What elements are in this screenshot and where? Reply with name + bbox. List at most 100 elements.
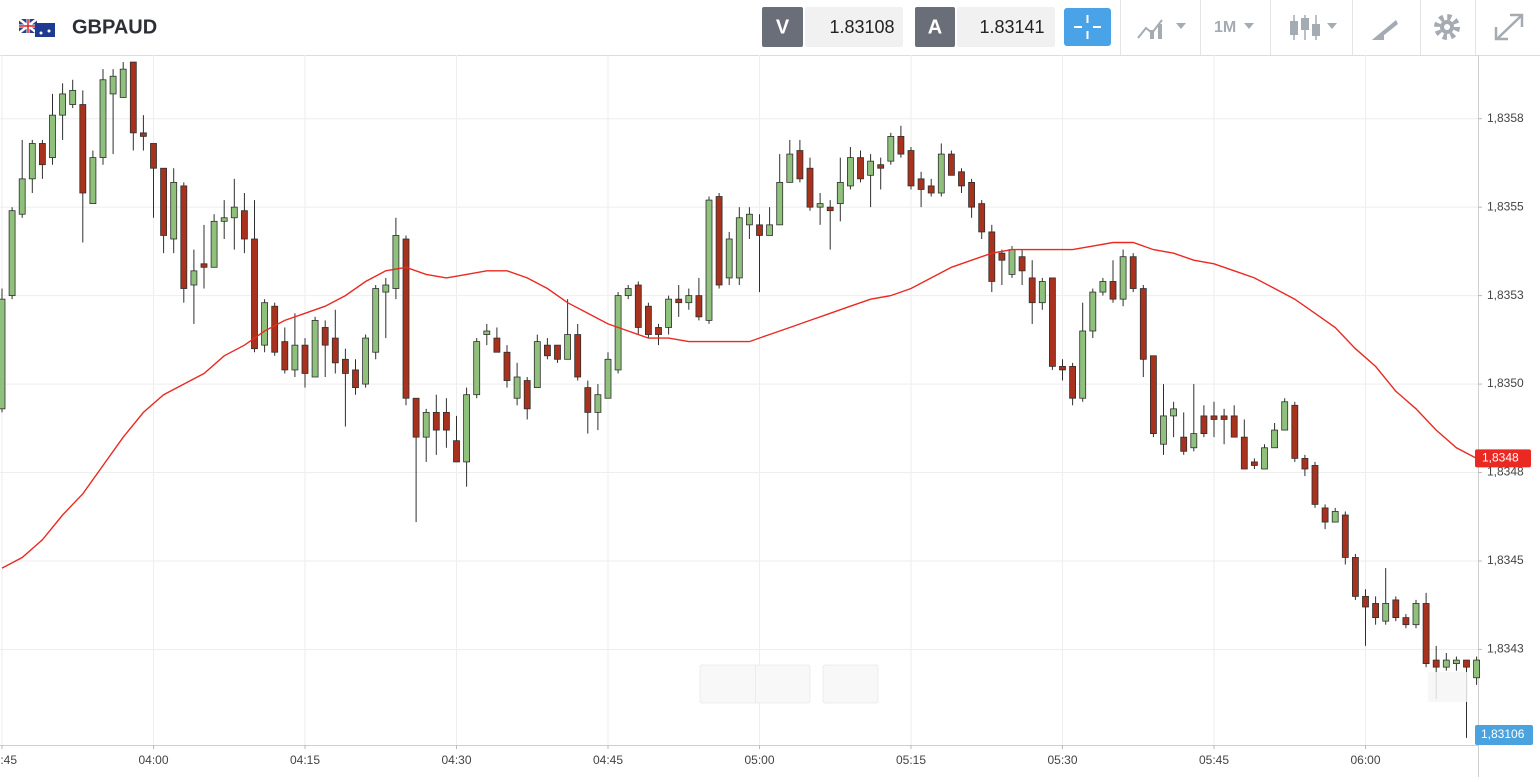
candle-body [240, 210, 248, 240]
y-tick-label: 1,8353 [1487, 288, 1524, 302]
candle-body [1240, 436, 1248, 470]
settings-button[interactable] [1434, 14, 1460, 40]
candle-body [867, 160, 874, 176]
candle-body [1230, 415, 1238, 438]
zoom-controls[interactable] [699, 664, 879, 704]
candle-body [1049, 277, 1056, 367]
candle-body [301, 344, 309, 374]
candle-body [129, 61, 137, 134]
y-tick-label: 1,8348 [1487, 465, 1524, 479]
candle-body [725, 238, 733, 279]
candle-body [624, 288, 632, 297]
x-tick-label: 04:45 [593, 753, 623, 767]
candle-body [49, 114, 56, 159]
candle-body [1170, 408, 1177, 417]
candle-body [1402, 617, 1410, 626]
chart-type-button[interactable] [1137, 19, 1186, 39]
timeframe-button[interactable]: 1M [1214, 19, 1254, 36]
draw-button[interactable] [1372, 20, 1398, 40]
candle-body [978, 203, 986, 233]
candle-body [18, 178, 26, 215]
candle-body [1059, 365, 1066, 371]
crosshair-button[interactable] [1064, 8, 1111, 46]
candle-body [897, 135, 905, 155]
candle-body [988, 231, 996, 282]
candle-body [907, 150, 915, 187]
candle-style-button[interactable] [1290, 15, 1337, 40]
candle-body [634, 284, 642, 328]
candle-body [170, 181, 178, 240]
candle-body [281, 341, 289, 371]
candle-body [1412, 603, 1420, 626]
candle-body [1442, 659, 1450, 668]
candle-body [1190, 433, 1198, 449]
candle-body [826, 206, 834, 212]
candle-body [1180, 436, 1188, 452]
candle-body [1251, 461, 1258, 466]
candle-body [89, 157, 97, 205]
candle-body [160, 167, 168, 236]
candle-body [230, 206, 238, 219]
candle-body [937, 153, 945, 194]
candle-body [150, 143, 157, 169]
candle-body [836, 181, 844, 205]
ma-tag-box [1475, 449, 1531, 468]
candle-body [261, 302, 269, 346]
flag-icon [18, 18, 55, 37]
last-price-tag-box [1475, 725, 1533, 745]
candle-body [99, 79, 107, 159]
candle-body [1362, 595, 1369, 608]
candle-body [139, 132, 147, 137]
x-tick-label: 04:15 [290, 753, 320, 767]
buy-price: 1.83141 [979, 17, 1044, 37]
fullscreen-button[interactable] [1494, 13, 1524, 41]
candle-body [422, 411, 430, 438]
candle-body [614, 295, 622, 371]
candle-body [806, 167, 814, 208]
candle-body [776, 181, 784, 226]
candle-body [69, 89, 77, 105]
candle-body [372, 288, 380, 353]
candle-body [190, 270, 198, 286]
candle-body [998, 252, 1006, 261]
candle-body [291, 344, 299, 371]
candle-body [665, 298, 672, 328]
candle-body [1341, 514, 1349, 558]
buy-button[interactable]: A 1.83141 [915, 7, 1055, 47]
candle-body [362, 337, 370, 385]
candle-body [887, 135, 895, 162]
candle-body [533, 341, 541, 389]
candle-body [786, 153, 794, 183]
candle-body [1099, 281, 1107, 293]
sell-label: V [776, 16, 790, 38]
candle-body [1382, 603, 1390, 622]
candle-body [1028, 277, 1036, 304]
moving-average-line [1, 241, 1477, 569]
candle-body [311, 319, 319, 378]
candle-body [857, 157, 864, 180]
candle-body [796, 150, 804, 180]
candle-body [1069, 365, 1076, 399]
candle-body [756, 224, 763, 236]
candle-body [816, 203, 824, 208]
candle-body [1392, 599, 1400, 619]
candle-body [715, 196, 723, 286]
candle-body [251, 238, 258, 350]
sell-price: 1.83108 [829, 17, 894, 37]
candle-body [1473, 659, 1480, 679]
plot [0, 61, 1480, 738]
sell-button[interactable]: V 1.83108 [762, 7, 903, 47]
candle-body [1210, 415, 1218, 420]
x-tick-label: 04:00 [138, 753, 168, 767]
candle-body [574, 334, 582, 378]
candle-body [958, 171, 965, 187]
candle-body [746, 213, 753, 226]
candle-body [180, 185, 188, 289]
price-tags: 1,8348 1,83106 [1475, 449, 1533, 745]
candle-body [79, 104, 87, 194]
timeframe: 1M [1214, 19, 1236, 36]
candle-body [1372, 603, 1379, 619]
candle-body [1291, 404, 1299, 459]
candle-body [766, 224, 773, 236]
